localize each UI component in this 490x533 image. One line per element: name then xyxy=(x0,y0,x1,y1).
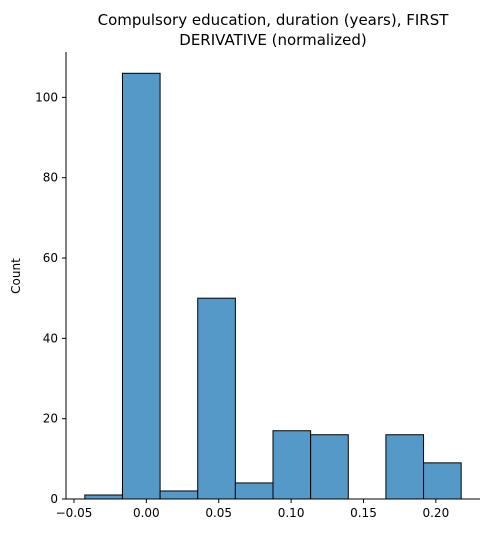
y-axis-ticks: 0 20 40 60 80 100 xyxy=(35,90,66,506)
y-axis-label: Count xyxy=(9,258,23,294)
x-tick-label-1: 0.00 xyxy=(133,506,160,520)
histogram-bar-2 xyxy=(159,490,199,500)
y-tick-label-0: 0 xyxy=(50,492,58,506)
x-tick-label-3: 0.10 xyxy=(278,506,305,520)
y-tick-label-5: 100 xyxy=(35,90,58,104)
y-tick-label-3: 60 xyxy=(43,251,58,265)
histogram-bar-0 xyxy=(84,494,123,500)
x-tick-label-0: −0.05 xyxy=(56,506,93,520)
histogram-bar-1 xyxy=(121,72,161,500)
x-axis-ticks: −0.05 0.00 0.05 0.10 0.15 0.20 xyxy=(56,499,449,520)
histogram-bar-6 xyxy=(310,434,349,500)
x-tick-label-5: 0.20 xyxy=(422,506,449,520)
histogram-bar-3 xyxy=(197,297,236,500)
x-tick-label-2: 0.05 xyxy=(205,506,232,520)
histogram-bar-5 xyxy=(272,430,312,500)
y-tick-label-2: 40 xyxy=(43,331,58,345)
y-tick-label-4: 80 xyxy=(43,171,58,185)
histogram-bar-9 xyxy=(423,462,462,500)
x-tick-label-4: 0.15 xyxy=(350,506,377,520)
histogram-bar-8 xyxy=(385,434,425,500)
chart-title-line-2: DERIVATIVE (normalized) xyxy=(179,31,366,49)
y-tick-label-1: 20 xyxy=(43,412,58,426)
bars-group xyxy=(84,72,462,500)
histogram-bar-4 xyxy=(234,482,274,500)
chart-title-line-1: Compulsory education, duration (years), … xyxy=(98,11,450,29)
